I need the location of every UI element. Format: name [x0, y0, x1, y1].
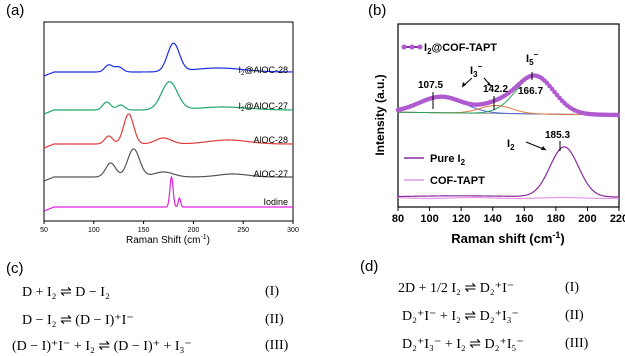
eq-d-2-num: (II) — [565, 308, 584, 323]
curve-b-cof-tapt — [397, 196, 620, 200]
peak-label-185: 185.3 — [545, 130, 570, 141]
legend-text-i2-cof: I2@COF-TAPT — [424, 42, 497, 56]
peak-label-142: 142.2 — [483, 84, 508, 95]
xtick-label-a-150: 150 — [138, 227, 150, 234]
eq-c-3-rhs: (D − I)⁺ + I₃⁻ — [113, 339, 192, 354]
panel-label-b: (b) — [368, 2, 387, 19]
equilibrium-arrow: ⇌ — [60, 313, 72, 328]
eq-d-1-rhs: D₂⁺I⁻ — [479, 281, 515, 296]
equilibrium-arrow: ⇌ — [469, 337, 481, 352]
xtick-label-b-220: 220 — [610, 213, 625, 225]
panel-label-d: (d) — [360, 258, 379, 275]
eq-c-2-rhs: (D − I)⁺I⁻ — [75, 313, 134, 328]
eq-c-2-lhs: D − I₂ — [22, 313, 57, 328]
eq-c-3: (D − I)⁺I⁻ + I₂ ⇌ (D − I)⁺ + I₃⁻ — [12, 338, 192, 355]
xtick-label-a-200: 200 — [188, 227, 200, 234]
eq-d-3-lhs: D₂⁺I₃⁻ + I₂ — [402, 337, 466, 352]
data-point-b — [549, 86, 555, 92]
eq-d-2-rhs: D₂⁺I₃⁻ — [479, 309, 519, 324]
chart-a-curves — [43, 42, 294, 212]
curve-a-aloc27 — [43, 148, 293, 182]
legend-marker-i2-cof-1 — [401, 44, 407, 50]
eq-c-2: D − I₂ ⇌ (D − I)⁺I⁻ — [22, 312, 134, 329]
panel-label-c: (c) — [6, 260, 24, 277]
chart-b-xticks: 80 100 120 140 160 180 200 220 — [392, 207, 625, 225]
xtick-label-b-80: 80 — [392, 213, 404, 225]
eq-c-1-lhs: D + I₂ — [22, 285, 57, 300]
equilibrium-arrow: ⇌ — [60, 285, 72, 300]
curve-a-i2-aloc27 — [43, 81, 293, 115]
data-point-b — [547, 83, 552, 89]
curve-a-iodine — [43, 175, 293, 212]
eq-c-3-lhs: (D − I)⁺I⁻ + I₂ — [12, 339, 95, 354]
chart-b-ylabel: Intensity (a.u.) — [373, 74, 387, 155]
eq-c-3-num: (III) — [265, 338, 289, 353]
peak-tag-i3: I3− — [470, 62, 483, 79]
series-label-i2-aloc28: I2@AlOC-28 — [238, 65, 288, 77]
series-label-iodine: Iodine — [263, 197, 288, 207]
chart-b-xlabel: Raman shift (cm-1) — [451, 230, 565, 246]
xtick-label-b-100: 100 — [420, 213, 438, 225]
curve-a-aloc28 — [43, 113, 293, 149]
equilibrium-arrow: ⇌ — [98, 339, 111, 354]
xtick-label-a-300: 300 — [287, 227, 299, 234]
peak-label-107: 107.5 — [418, 80, 443, 91]
eq-c-1: D + I₂ ⇌ D − I₂ — [22, 284, 110, 301]
data-point-b — [615, 112, 621, 118]
chart-a-series-labels: I2@AlOC-28 I2@AlOC-27 AlOC-28 AlOC-27 Io… — [238, 65, 288, 207]
eq-d-1-lhs: 2D + 1/2 I₂ — [398, 281, 461, 296]
eq-c-1-num: (I) — [265, 284, 279, 299]
xtick-label-a-100: 100 — [88, 227, 100, 234]
legend-i2-cof-tapt: I2@COF-TAPT — [401, 42, 497, 56]
peak-label-166: 166.7 — [518, 86, 543, 97]
legend-bottom: Pure I2 COF-TAPT — [404, 153, 485, 187]
data-point-b — [552, 89, 557, 95]
peak-annotations: 107.5 142.2 166.7 185.3 I3− I5− I2 — [418, 50, 570, 152]
legend-marker-i2-cof-3 — [417, 44, 423, 50]
xtick-label-a-50: 50 — [40, 227, 48, 234]
legend-text-pure-i2: Pure I2 — [430, 153, 466, 167]
xtick-label-b-140: 140 — [484, 213, 502, 225]
legend-text-cof-tapt: COF-TAPT — [430, 175, 485, 187]
arrowhead-i2 — [541, 146, 546, 150]
eq-c-1-rhs: D − I₂ — [75, 285, 110, 300]
chart-a-xticks: 50 100 150 200 250 300 — [40, 221, 299, 234]
eq-d-2-lhs: D₂⁺I⁻ + I₂ — [402, 309, 461, 324]
eq-c-2-num: (II) — [265, 312, 284, 327]
xtick-label-b-160: 160 — [515, 213, 533, 225]
xtick-label-b-200: 200 — [578, 213, 596, 225]
series-label-aloc28: AlOC-28 — [253, 135, 288, 145]
eq-d-3-rhs: D₂⁺I₅⁻ — [484, 337, 524, 352]
chart-b-curves — [395, 73, 621, 200]
curve-b-pure-i2 — [397, 146, 620, 198]
eq-d-3-num: (III) — [565, 336, 589, 351]
peak-tag-i2: I2 — [507, 138, 515, 152]
legend-marker-i2-cof-2 — [409, 44, 415, 50]
arrowhead-i3-right — [487, 82, 491, 86]
xtick-label-b-180: 180 — [547, 213, 565, 225]
series-label-aloc27: AlOC-27 — [253, 169, 288, 179]
chart-a-xlabel: Raman Shift (cm-1) — [126, 234, 210, 246]
equilibrium-arrow: ⇌ — [464, 281, 477, 296]
xtick-label-b-120: 120 — [452, 213, 470, 225]
xtick-label-a-250: 250 — [237, 227, 249, 234]
equilibrium-arrow: ⇌ — [464, 309, 477, 324]
eq-d-1-num: (I) — [565, 280, 579, 295]
arrowhead-i3-left — [462, 82, 466, 87]
eq-d-1: 2D + 1/2 I₂ ⇌ D₂⁺I⁻ — [398, 280, 514, 297]
peak-tag-i5: I5− — [526, 50, 539, 67]
series-label-i2-aloc27: I2@AlOC-27 — [238, 101, 288, 113]
eq-d-2: D₂⁺I⁻ + I₂ ⇌ D₂⁺I₃⁻ — [402, 308, 519, 325]
chart-a-frame — [43, 21, 294, 222]
eq-d-3: D₂⁺I₃⁻ + I₂ ⇌ D₂⁺I₅⁻ — [402, 336, 524, 353]
curve-a-i2-aloc28 — [43, 42, 294, 77]
panel-label-a: (a) — [6, 2, 25, 19]
